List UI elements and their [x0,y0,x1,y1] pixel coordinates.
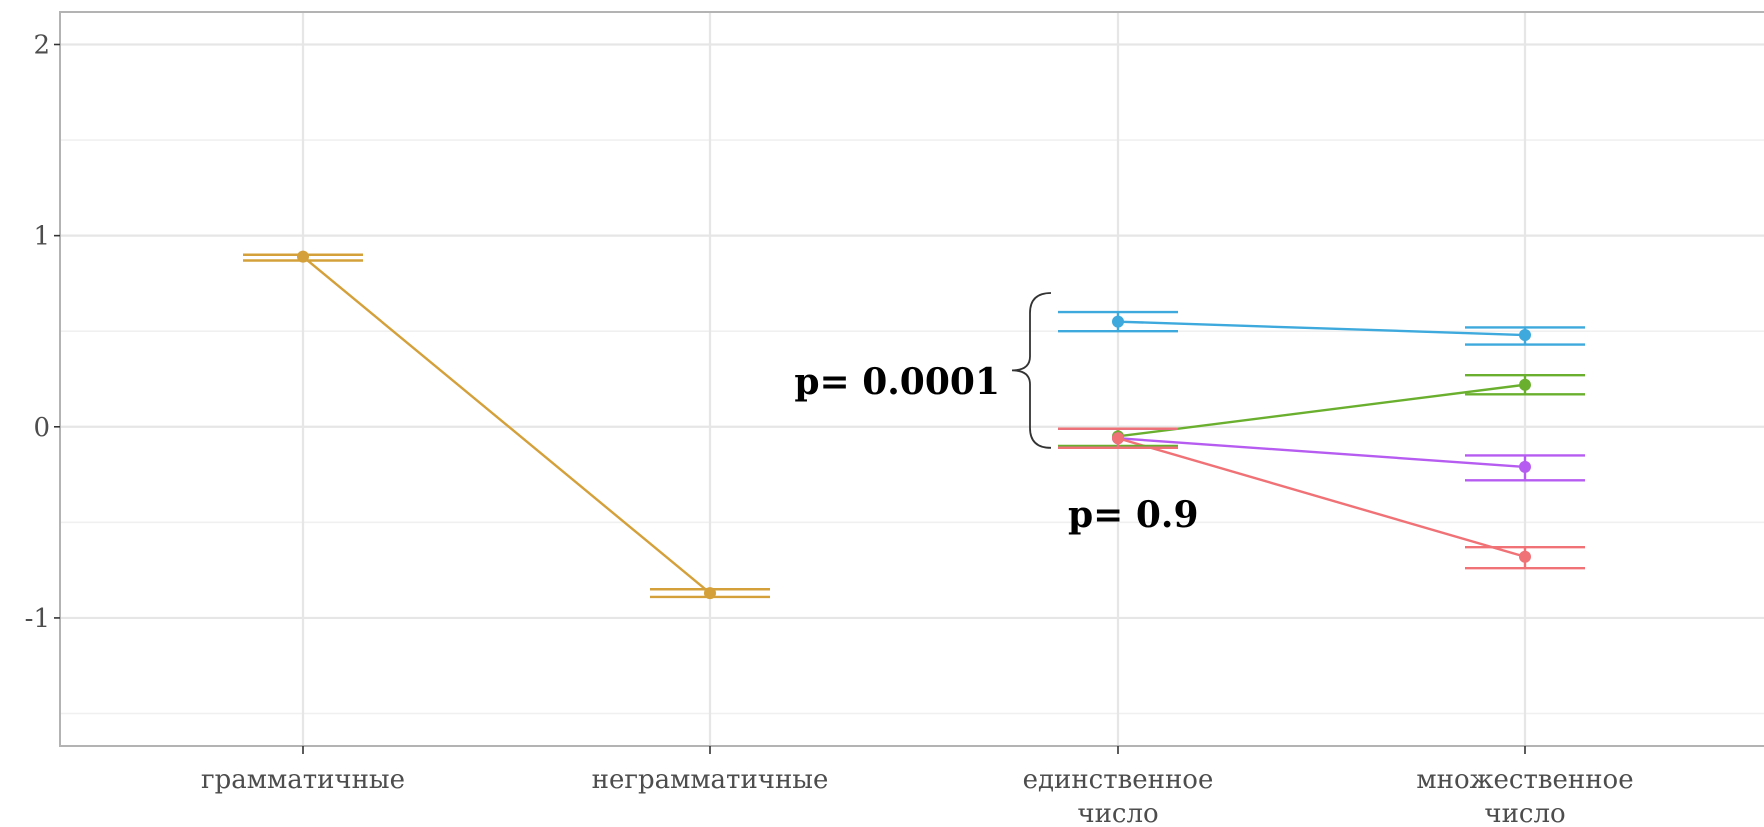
grid [60,12,1764,746]
y-tick-label: -1 [25,604,50,634]
annotation-p-09: p= 0.9 [1068,494,1199,536]
series-line [302,255,711,595]
data-point [1112,315,1124,328]
y-axis-ticks: -1 0 1 2 [25,30,60,634]
y-tick-label: 1 [33,222,50,252]
data-point [1519,378,1531,391]
y-tick-label: 0 [33,413,50,443]
data-point [297,250,309,263]
data-point [1519,550,1531,563]
data-point [704,587,716,600]
x-axis-ticks: грамматичные неграмматичные единственное чи… [201,746,1634,827]
data-point [1519,460,1531,473]
series-line [1117,320,1526,337]
series-line [1117,437,1526,558]
x-tick-label: множественное число [1416,765,1633,827]
series-line [1117,383,1526,438]
x-tick-label: грамматичные [201,765,405,795]
series-line [1117,437,1526,469]
annotation-p-0001: p= 0.0001 [794,361,1000,403]
significance-brace [1011,292,1052,449]
panel-border [59,11,1764,747]
data-point [1112,432,1124,445]
x-tick-label: неграмматичные [592,765,829,795]
series-group [243,250,1585,600]
y-tick-label: 2 [33,30,50,60]
data-point [1519,329,1531,342]
x-tick-label: единственное число [1023,765,1214,827]
